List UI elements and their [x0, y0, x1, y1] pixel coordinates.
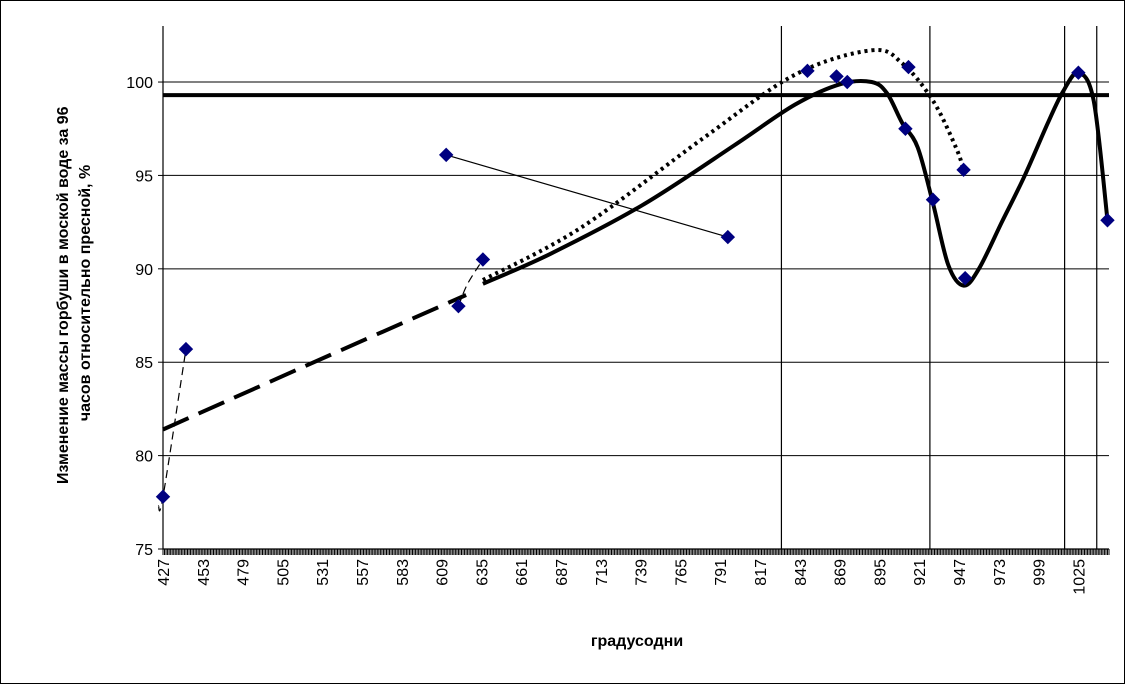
- x-tick-label: 687: [554, 559, 571, 586]
- y-axis-title-line-2: часов относительно пресной, %: [77, 165, 94, 421]
- x-tick-label: 973: [992, 559, 1009, 586]
- series-thick-dashed: [162, 293, 467, 432]
- data-point: [925, 192, 941, 207]
- data-point: [800, 63, 815, 79]
- series-thin-dashed: [457, 259, 484, 307]
- x-tick-label: 921: [912, 559, 929, 586]
- x-minor-ticks: [162, 549, 1110, 555]
- data-point: [840, 74, 855, 90]
- data-point: [438, 147, 454, 163]
- reference-lines-layer: [163, 26, 1109, 549]
- x-tick-label: 505: [275, 559, 292, 586]
- y-axis-title-line-1: Изменение массы горбуши в моской воде за…: [55, 106, 72, 484]
- x-tick-label: 739: [634, 559, 651, 586]
- x-tick-label: 947: [952, 559, 969, 586]
- series-thin-dashed: [157, 349, 187, 512]
- data-point: [451, 298, 466, 314]
- x-tick-label: 531: [315, 559, 332, 586]
- y-tick-label: 95: [135, 168, 153, 185]
- series-dotted: [481, 47, 966, 282]
- x-tick-label: 661: [514, 559, 531, 586]
- x-axis-title: градусодни: [591, 633, 683, 650]
- x-tick-label: 713: [594, 559, 611, 586]
- x-tick-label: 765: [673, 559, 690, 586]
- data-point: [829, 69, 844, 84]
- x-tick-label: 791: [713, 559, 730, 586]
- data-point: [898, 121, 913, 136]
- x-tick-label: 869: [833, 559, 850, 586]
- y-axis-title: Изменение массы горбуши в моской воде за…: [55, 102, 94, 484]
- x-tick-label: 843: [793, 559, 810, 586]
- data-point: [178, 341, 194, 357]
- x-tick-label: 999: [1032, 559, 1049, 586]
- x-tick-label: 895: [872, 559, 889, 586]
- axis-layer: 75 80 85 90 95 100 427 453 479 505 531 557 583 609 635…: [126, 26, 1110, 595]
- data-point: [957, 270, 973, 286]
- points-layer: [155, 59, 1115, 504]
- y-tick-label: 85: [135, 355, 153, 372]
- x-tick-label: 635: [474, 559, 491, 586]
- series-thin-solid: [446, 154, 728, 238]
- x-tick-label: 817: [753, 559, 770, 586]
- y-tick-label: 90: [135, 262, 153, 279]
- x-tick-label: 583: [395, 559, 412, 586]
- y-tick-label: 100: [126, 75, 153, 92]
- data-point: [901, 59, 916, 75]
- data-point: [720, 229, 736, 245]
- x-tick-label: 557: [355, 559, 372, 586]
- series-layer: [157, 47, 1110, 512]
- x-tick-label: 427: [156, 559, 173, 586]
- data-point: [155, 489, 171, 504]
- x-tick-label: 609: [435, 559, 452, 586]
- data-point: [956, 162, 971, 178]
- data-point: [475, 252, 491, 267]
- y-tick-label: 80: [135, 449, 153, 466]
- data-point: [1100, 213, 1115, 228]
- series-thick-solid: [482, 70, 1110, 288]
- data-point: [1071, 65, 1086, 80]
- x-tick-label: 1025: [1071, 559, 1088, 595]
- grid-layer: [163, 81, 1109, 457]
- x-tick-label: 479: [236, 559, 253, 586]
- y-tick-label: 75: [135, 542, 153, 559]
- x-tick-label: 453: [196, 559, 213, 586]
